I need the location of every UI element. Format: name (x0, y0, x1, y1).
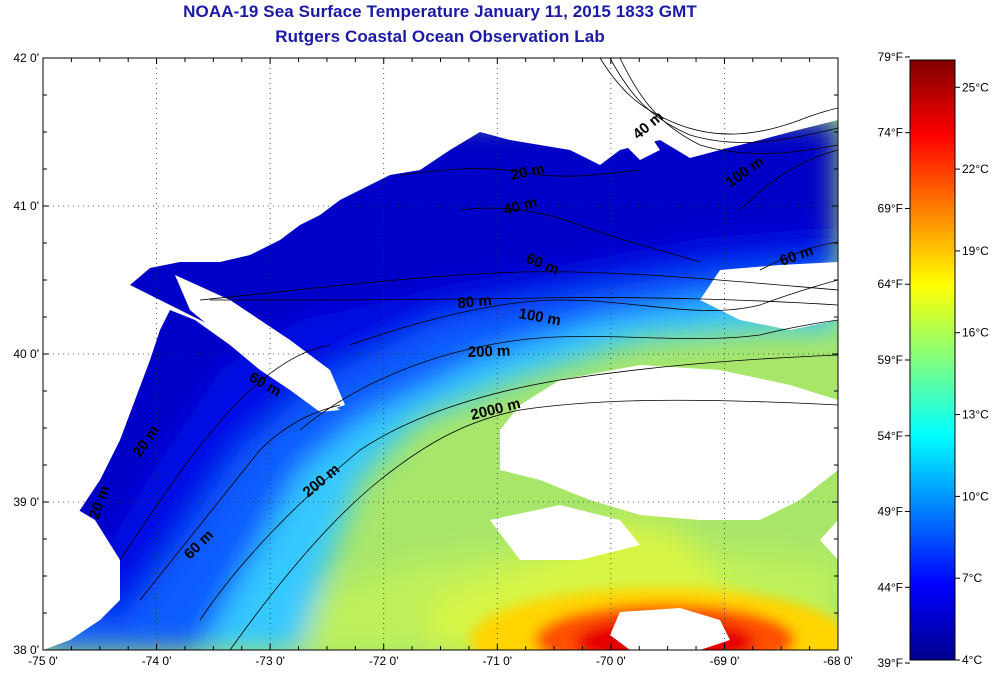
lat-tick-label: 42 0' (13, 51, 39, 65)
colorbar-f-label: 54°F (878, 429, 903, 443)
colorbar-c-label: 13°C (962, 408, 989, 422)
lon-tick-label: -69 0' (710, 654, 740, 668)
lon-tick-label: -74 0' (142, 654, 172, 668)
lat-tick-label: 41 0' (13, 199, 39, 213)
colorbar-f-label: 79°F (878, 50, 903, 64)
contour-label: 200 m (468, 343, 511, 361)
colorbar-c-label: 25°C (962, 80, 989, 94)
lat-tick-label: 40 0' (13, 347, 39, 361)
lon-tick-label: -72 0' (369, 654, 399, 668)
longitude-axis: -75 0' -74 0' -73 0' -72 0' -71 0' -70 0' -69 … (28, 58, 853, 668)
colorbar-f-label: 39°F (878, 656, 903, 670)
lon-tick-label: -75 0' (28, 654, 58, 668)
colorbar-scale (909, 59, 956, 661)
bathymetry-contours (119, 58, 838, 650)
sst-field: 20 m 40 m 60 m 80 m 100 m 200 m 2000 m 4… (43, 58, 838, 650)
colorbar-f-label: 44°F (878, 580, 903, 594)
lat-tick-label: 39 0' (13, 495, 39, 509)
lat-tick-label: 38 0' (13, 643, 39, 657)
colorbar-f-label: 49°F (878, 505, 903, 519)
cape-cod (520, 58, 660, 160)
lon-tick-label: -70 0' (596, 654, 626, 668)
contour-label: 20 m (509, 160, 546, 184)
colorbar-f-label: 64°F (878, 277, 903, 291)
colorbar-c-label: 16°C (962, 326, 989, 340)
land (43, 58, 838, 560)
map-subtitle: Rutgers Coastal Ocean Observation Lab (275, 27, 605, 46)
lon-tick-label: -71 0' (482, 654, 512, 668)
delmarva-land (43, 505, 120, 650)
colorbar-c-label: 19°C (962, 244, 989, 258)
contour-label: 80 m (457, 292, 493, 312)
map-title: NOAA-19 Sea Surface Temperature January … (183, 2, 697, 21)
colorbar-c-label: 10°C (962, 489, 989, 503)
lon-tick-label: -73 0' (255, 654, 285, 668)
lon-tick-label: -68 0' (823, 654, 853, 668)
colorbar-c-label: 4°C (962, 653, 982, 667)
colorbar-c-label: 7°C (962, 571, 982, 585)
cloud-mask (490, 262, 838, 650)
latitude-axis: 42 0' 41 0' 40 0' 39 0' 38 0' (13, 51, 838, 657)
colorbar-f-label: 74°F (878, 126, 903, 140)
colorbar-f-label: 69°F (878, 201, 903, 215)
colorbar-c-label: 22°C (962, 162, 989, 176)
colorbar-f-label: 59°F (878, 353, 903, 367)
grid-lines (43, 58, 838, 650)
long-island (175, 275, 345, 410)
